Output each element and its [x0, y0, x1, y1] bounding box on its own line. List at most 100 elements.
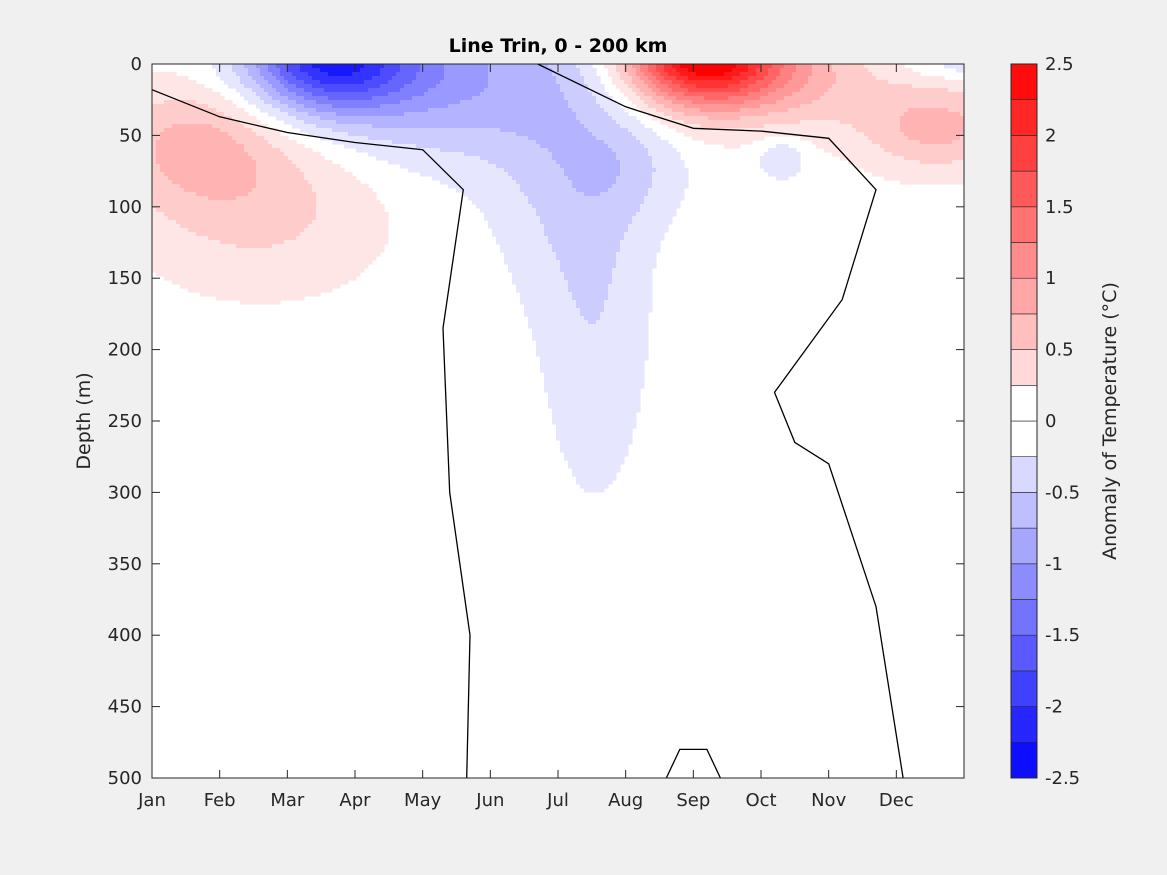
field-cell [388, 120, 393, 125]
field-cell [320, 224, 325, 229]
field-cell [524, 200, 529, 205]
field-cell [544, 100, 549, 105]
field-cell [336, 260, 341, 265]
field-cell [292, 228, 297, 233]
field-cell [468, 164, 473, 169]
field-cell [184, 132, 189, 137]
field-cell [264, 96, 269, 101]
field-cell [200, 248, 205, 253]
field-cell [460, 144, 465, 149]
field-cell [296, 72, 301, 77]
field-cell [320, 228, 325, 233]
field-cell [212, 212, 217, 217]
field-cell [332, 212, 337, 217]
field-cell [268, 236, 273, 241]
field-cell [536, 316, 541, 321]
field-cell [556, 88, 561, 93]
field-cell [392, 80, 397, 85]
field-cell [372, 240, 377, 245]
field-cell [308, 108, 313, 113]
field-cell [456, 156, 461, 161]
field-cell [480, 88, 485, 93]
field-cell [168, 188, 173, 193]
field-cell [552, 184, 557, 189]
field-cell [556, 380, 561, 385]
field-cell [548, 144, 553, 149]
field-cell [404, 132, 409, 137]
field-cell [480, 168, 485, 173]
field-cell [288, 236, 293, 241]
field-cell [524, 248, 529, 253]
field-cell [388, 96, 393, 101]
field-cell [460, 64, 465, 69]
field-cell [400, 104, 405, 109]
field-cell [200, 148, 205, 153]
field-cell [196, 224, 201, 229]
field-cell [288, 64, 293, 69]
field-cell [252, 140, 257, 145]
field-cell [252, 80, 257, 85]
field-cell [260, 144, 265, 149]
field-cell [220, 248, 225, 253]
field-cell [544, 316, 549, 321]
field-cell [176, 232, 181, 237]
field-cell [252, 124, 257, 129]
field-cell [484, 128, 489, 133]
field-cell [408, 112, 413, 117]
field-cell [560, 108, 565, 113]
field-cell [308, 164, 313, 169]
field-cell [536, 348, 541, 353]
field-cell [252, 256, 257, 261]
field-cell [236, 112, 241, 117]
field-cell [488, 208, 493, 213]
field-cell [372, 120, 377, 125]
field-cell [448, 96, 453, 101]
field-cell [192, 248, 197, 253]
field-cell [316, 284, 321, 289]
field-cell [224, 64, 229, 69]
field-cell [156, 156, 161, 161]
field-cell [556, 360, 561, 365]
field-cell [532, 300, 537, 305]
field-cell [308, 168, 313, 173]
field-cell [228, 228, 233, 233]
field-cell [332, 176, 337, 181]
field-cell [296, 116, 301, 121]
field-cell [356, 244, 361, 249]
field-cell [560, 64, 565, 69]
field-cell [264, 224, 269, 229]
field-cell [556, 268, 561, 273]
field-cell [176, 268, 181, 273]
field-cell [352, 136, 357, 141]
field-cell [532, 164, 537, 169]
field-cell [516, 288, 521, 293]
field-cell [468, 192, 473, 197]
field-cell [316, 156, 321, 161]
field-cell [508, 224, 513, 229]
field-cell [180, 92, 185, 97]
field-cell [172, 184, 177, 189]
field-cell [436, 64, 441, 69]
field-cell [388, 92, 393, 97]
field-cell [204, 260, 209, 265]
field-cell [496, 224, 501, 229]
field-cell [484, 212, 489, 217]
field-cell [176, 164, 181, 169]
field-cell [508, 252, 513, 257]
field-cell [216, 96, 221, 101]
field-cell [452, 64, 457, 69]
field-cell [492, 100, 497, 105]
field-cell [152, 84, 157, 89]
field-cell [556, 256, 561, 261]
field-cell [540, 336, 545, 341]
field-cell [524, 232, 529, 237]
field-cell [196, 84, 201, 89]
field-cell [488, 184, 493, 189]
field-cell [272, 136, 277, 141]
field-cell [552, 68, 557, 73]
field-cell [508, 192, 513, 197]
field-cell [508, 120, 513, 125]
field-cell [548, 204, 553, 209]
field-cell [292, 280, 297, 285]
field-cell [492, 80, 497, 85]
